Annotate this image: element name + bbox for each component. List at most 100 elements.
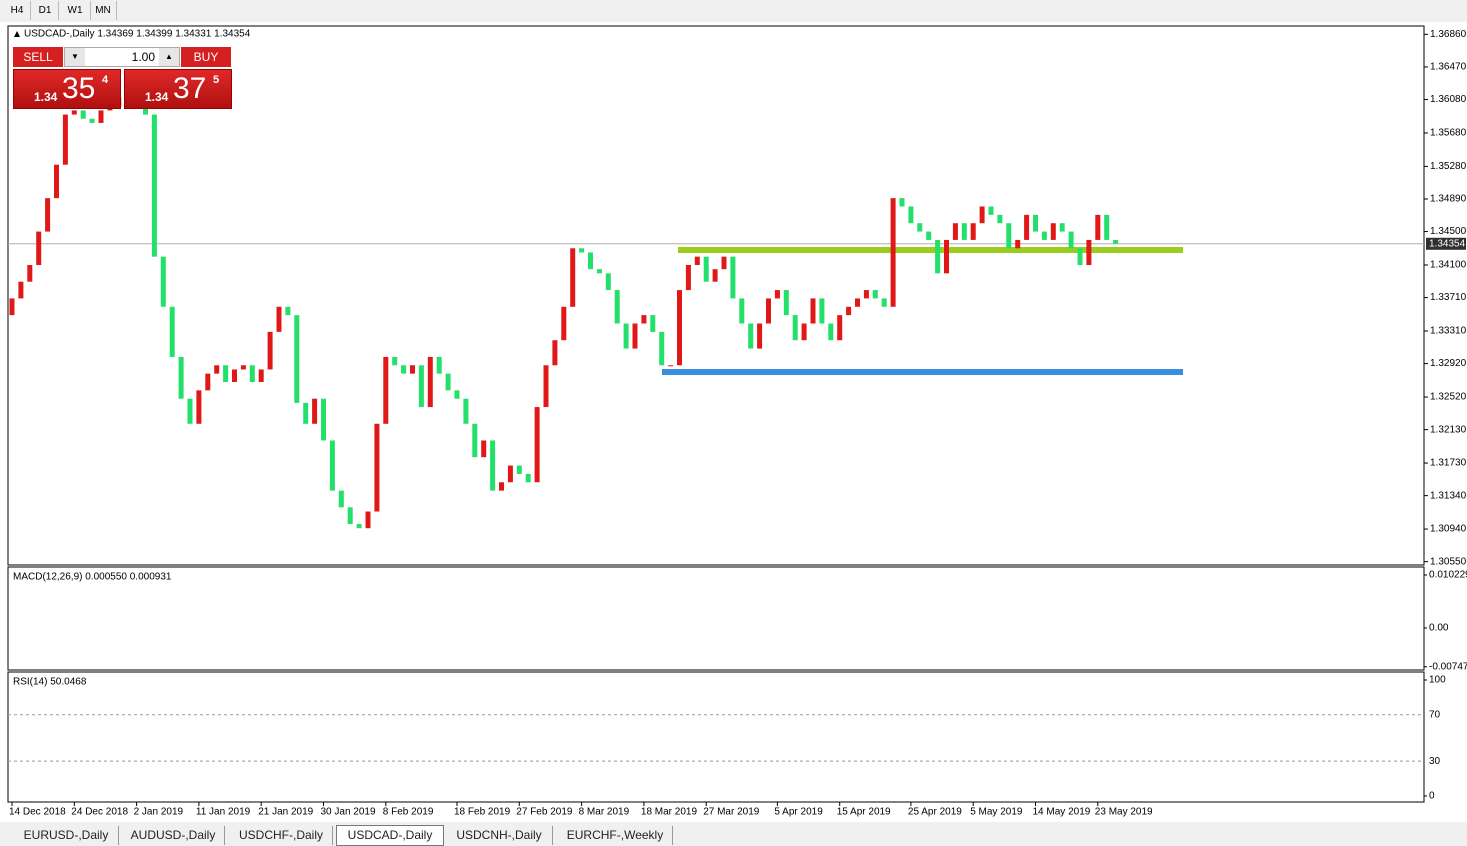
candle-body (1095, 214, 1101, 240)
candle-body (507, 465, 513, 483)
candle-body (961, 223, 967, 240)
x-tick-label: 14 Dec 2018 (9, 807, 66, 818)
candle-body (383, 356, 389, 424)
candle-body (748, 323, 754, 349)
sell-button[interactable]: SELL (13, 47, 63, 67)
x-tick-label: 27 Feb 2019 (516, 807, 573, 818)
lot-down[interactable]: ▼ (65, 48, 85, 66)
candle-body (347, 507, 353, 525)
candle-body (436, 356, 442, 374)
candle-body (579, 248, 585, 253)
candle-body (685, 264, 691, 291)
x-tick-label: 5 Apr 2019 (774, 807, 823, 818)
candle-body (1006, 223, 1012, 249)
candle-body (249, 365, 255, 382)
symbol-tab[interactable]: EURUSD-,Daily (14, 826, 119, 845)
y-tick-label: 1.30940 (1430, 524, 1467, 535)
macd-label: MACD(12,26,9) 0.000550 0.000931 (13, 572, 172, 583)
x-tick-label: 15 Apr 2019 (837, 807, 891, 818)
y-tick-label: 1.36080 (1430, 94, 1467, 105)
bid-big: 1.34 (34, 90, 58, 104)
lot-input[interactable]: ▼ 1.00 ▲ (64, 47, 180, 67)
x-tick-label: 24 Dec 2018 (71, 807, 128, 818)
bid-main: 35 (62, 72, 96, 105)
candle-body (62, 114, 68, 165)
symbol-tab[interactable]: USDCHF-,Daily (230, 826, 333, 845)
x-tick-label: 21 Jan 2019 (258, 807, 313, 818)
y-tick-label: 1.34500 (1430, 226, 1467, 237)
candle-body (365, 511, 371, 529)
candle-body (312, 398, 318, 424)
candle-body (792, 315, 798, 341)
candle-body (863, 290, 869, 299)
ask-pip: 5 (213, 74, 220, 86)
candle-body (516, 465, 522, 474)
candle-body (294, 315, 300, 403)
y-tick-label: 1.35280 (1430, 161, 1467, 172)
candle-body (481, 440, 487, 458)
candle-body (490, 440, 496, 491)
candle-body (997, 214, 1003, 224)
rsi-panel (7, 671, 1425, 803)
candle-body (445, 373, 451, 391)
candle-body (534, 407, 540, 483)
candle-body (1068, 231, 1074, 249)
y-tick-label: 1.34890 (1430, 194, 1467, 205)
symbol-tab[interactable]: USDCAD-,Daily (336, 825, 444, 846)
candle-body (970, 223, 976, 240)
candle-body (1024, 214, 1030, 240)
bid-price[interactable]: 1.34 35 4 (13, 69, 121, 109)
symbol-tab[interactable]: AUDUSD-,Daily (122, 826, 225, 845)
candle-body (321, 398, 326, 441)
candle-body (694, 256, 700, 265)
candle-body (561, 306, 567, 341)
candle-body (54, 164, 59, 199)
lot-up[interactable]: ▲ (159, 48, 179, 66)
candle-body (881, 298, 887, 307)
bid-pip: 4 (102, 74, 109, 86)
candle-body (525, 473, 531, 483)
y-tick-label: 1.32920 (1430, 358, 1467, 369)
timeframe-button[interactable]: MN (90, 1, 117, 20)
candle-body (846, 306, 852, 316)
y-tick-label: 1.36860 (1430, 29, 1467, 40)
candle-body (258, 369, 264, 382)
candle-body (463, 398, 469, 424)
candle-body (952, 223, 958, 240)
ask-price[interactable]: 1.34 37 5 (124, 69, 232, 109)
candle-body (605, 273, 611, 291)
candle-body (757, 323, 763, 349)
candle-body (205, 373, 211, 391)
candle-body (659, 331, 665, 366)
symbol-tab[interactable]: EURCHF-,Weekly (558, 826, 673, 845)
candle-body (285, 306, 291, 316)
ask-big: 1.34 (145, 90, 169, 104)
x-tick-label: 30 Jan 2019 (321, 807, 376, 818)
candle-body (1113, 239, 1119, 244)
candle-body (410, 365, 415, 374)
buy-button[interactable]: BUY (181, 47, 231, 67)
symbol-tab[interactable]: USDCNH-,Daily (446, 826, 553, 845)
collapse-icon[interactable] (14, 31, 20, 37)
timeframe-button[interactable]: H4 (4, 1, 31, 20)
candle-body (356, 524, 362, 529)
candle-body (641, 315, 647, 324)
current-price-label: 1.34354 (1429, 238, 1466, 249)
timeframe-button[interactable]: W1 (60, 1, 91, 20)
candle-body (766, 298, 771, 324)
y-tick-label: -0.007477 (1429, 661, 1467, 672)
timeframe-button[interactable]: D1 (32, 1, 59, 20)
candle-body (499, 482, 504, 491)
candle-body (917, 223, 923, 232)
candle-body (36, 231, 42, 265)
candle-body (935, 239, 941, 274)
candle-body (1077, 248, 1083, 265)
candle-body (677, 290, 682, 366)
candle-body (71, 110, 77, 115)
candle-body (472, 423, 478, 458)
candle-body (837, 315, 843, 341)
y-tick-label: 1.31340 (1430, 490, 1467, 501)
candle-body (303, 402, 309, 424)
candle-body (623, 323, 629, 349)
